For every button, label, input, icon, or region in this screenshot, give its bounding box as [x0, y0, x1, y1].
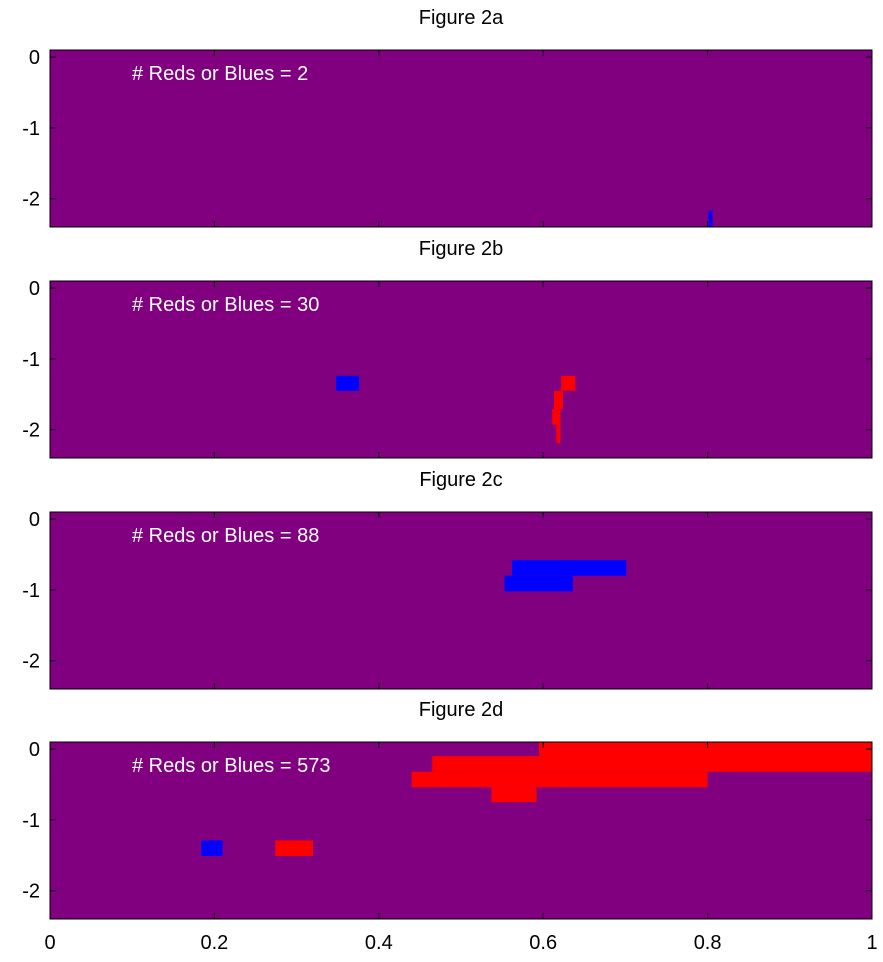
red-region	[491, 787, 537, 803]
plot-frame	[49, 49, 873, 228]
blue-region	[511, 560, 627, 576]
x-tick-label: 0.4	[365, 932, 393, 954]
red-region	[539, 742, 872, 757]
plot-frame	[49, 741, 873, 920]
panel-title: Figure 2c	[419, 469, 502, 491]
count-annotation: # Reds or Blues = 2	[132, 63, 308, 85]
blue-region	[201, 840, 223, 856]
y-tick-label: -1	[22, 580, 40, 602]
red-region	[411, 771, 708, 788]
y-tick-label: -2	[22, 420, 40, 442]
y-tick-label: 0	[29, 278, 40, 300]
panel-1: Figure 2a # Reds or Blues = 2 0 -1 -2	[22, 7, 873, 228]
count-annotation: # Reds or Blues = 30	[132, 294, 319, 316]
x-tick-label: 1	[866, 932, 877, 954]
y-tick-label: -2	[22, 189, 40, 211]
x-tick-label: 0.8	[694, 932, 722, 954]
blue-region	[504, 575, 573, 592]
panel-4: Figure 2d # Reds or Blues = 573 0 -1 -2 0 0.2 0…	[22, 699, 877, 954]
panel-title: Figure 2a	[419, 7, 504, 29]
plot-background	[50, 281, 872, 458]
red-region	[556, 424, 561, 444]
count-annotation: # Reds or Blues = 88	[132, 525, 319, 547]
count-annotation: # Reds or Blues = 573	[132, 755, 330, 777]
x-tick-label: 0.6	[529, 932, 557, 954]
plot-background	[50, 50, 872, 227]
y-tick-label: 0	[29, 739, 40, 761]
panel-title: Figure 2d	[419, 699, 504, 721]
y-tick-label: -1	[22, 118, 40, 140]
y-tick-label: -2	[22, 881, 40, 903]
y-tick-label: -1	[22, 349, 40, 371]
red-region	[432, 756, 872, 772]
red-region	[553, 390, 563, 410]
red-region	[552, 409, 561, 425]
panel-2: Figure 2b # Reds or Blues = 30 0 -1 -2	[22, 238, 873, 459]
panel-title: Figure 2b	[419, 238, 504, 260]
plot-frame	[49, 511, 873, 690]
blue-region	[708, 210, 713, 227]
plot-background	[50, 512, 872, 689]
x-tick-label: 0	[44, 932, 55, 954]
red-region	[561, 375, 576, 391]
y-tick-label: 0	[29, 47, 40, 69]
y-tick-label: 0	[29, 509, 40, 531]
plot-frame	[49, 280, 873, 459]
y-tick-label: -2	[22, 651, 40, 673]
blue-region	[336, 375, 360, 391]
panel-3: Figure 2c # Reds or Blues = 88 0 -1 -2	[22, 469, 873, 690]
red-region	[275, 840, 314, 856]
y-tick-label: -1	[22, 810, 40, 832]
x-tick-label: 0.2	[200, 932, 228, 954]
